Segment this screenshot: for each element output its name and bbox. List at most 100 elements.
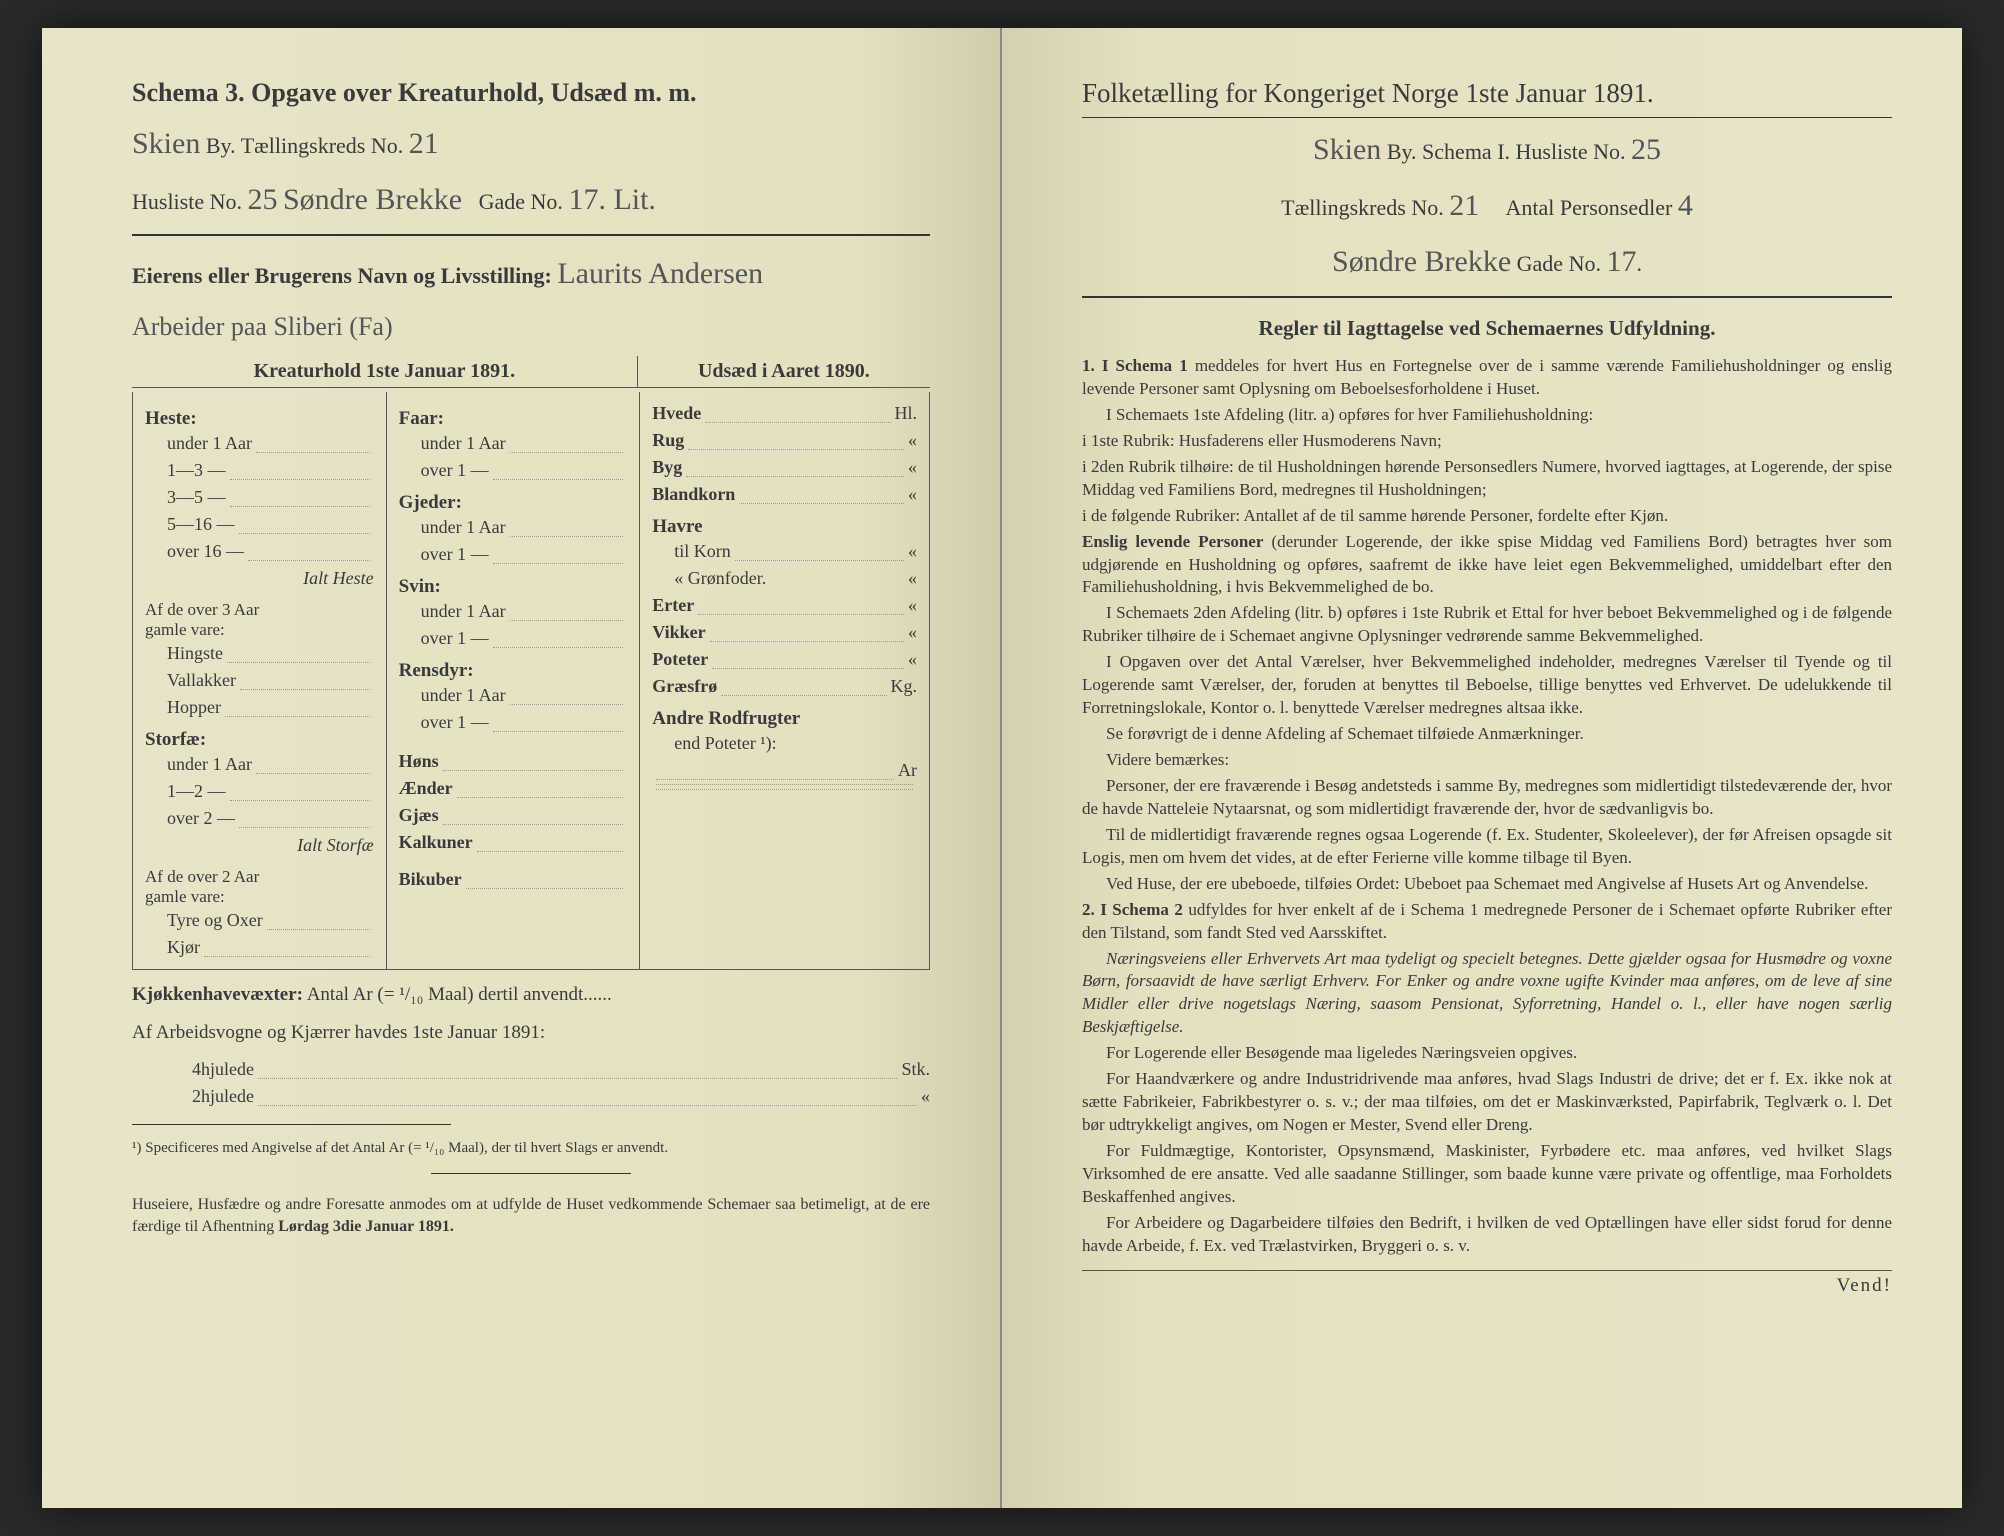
row: Gjæs bbox=[399, 802, 439, 829]
p: For Fuldmægtige, Kontorister, Opsynsmænd… bbox=[1082, 1140, 1892, 1209]
row: under 1 Aar bbox=[167, 430, 252, 457]
row: Erter bbox=[652, 592, 694, 619]
bottom-text: Huseiere, Husfædre og andre Foresatte an… bbox=[132, 1196, 930, 1235]
p: Til de midlertidigt fraværende regnes og… bbox=[1082, 824, 1892, 870]
gamle-vare2: gamle vare: bbox=[145, 887, 374, 907]
row: Byg bbox=[652, 454, 682, 481]
row: Kjør bbox=[167, 934, 200, 961]
kreds-no-r: 21 bbox=[1449, 189, 1479, 222]
row: Tyre og Oxer bbox=[167, 907, 263, 934]
col-heste: Heste: under 1 Aar 1—3 — 3—5 — 5—16 — ov… bbox=[133, 392, 387, 969]
by-line-r: Skien By. Schema I. Husliste No. 25 bbox=[1082, 126, 1892, 174]
gade-line-r: Søndre Brekke Gade No. 17. bbox=[1082, 238, 1892, 286]
unit: Kg. bbox=[891, 673, 918, 700]
main-title: Folketælling for Kongeriget Norge 1ste J… bbox=[1082, 78, 1892, 109]
row: over 2 — bbox=[167, 805, 235, 832]
by-cursive-r: Skien bbox=[1313, 133, 1381, 166]
row: 1—3 — bbox=[167, 457, 226, 484]
row: 3—5 — bbox=[167, 484, 226, 511]
row: Høns bbox=[399, 748, 439, 775]
arbeidsvogne-line: Af Arbeidsvogne og Kjærrer havdes 1ste J… bbox=[132, 1018, 930, 1048]
row: Hopper bbox=[167, 694, 221, 721]
row: Ænder bbox=[399, 775, 453, 802]
row: Blandkorn bbox=[652, 481, 735, 508]
kreds-line-r: Tællingskreds No. 21 Antal Personsedler … bbox=[1082, 182, 1892, 230]
husliste-cursive: Søndre Brekke bbox=[283, 183, 462, 216]
rules-title: Regler til Iagttagelse ved Schemaernes U… bbox=[1082, 316, 1892, 341]
unit: Ar bbox=[898, 757, 917, 784]
by-cursive: Skien bbox=[132, 127, 200, 160]
footnote: ¹) Specificeres med Angivelse af det Ant… bbox=[132, 1139, 930, 1159]
antal-label: Antal Personsedler bbox=[1506, 195, 1673, 220]
row: Bikuber bbox=[399, 866, 462, 893]
row: til Korn bbox=[674, 538, 731, 565]
row: Vallakker bbox=[167, 667, 236, 694]
rule bbox=[132, 234, 930, 236]
row: under 1 Aar bbox=[421, 430, 506, 457]
husliste-no-r: 25 bbox=[1631, 133, 1661, 166]
kreatur-header: Kreaturhold 1ste Januar 1891. bbox=[132, 356, 638, 387]
hjul2: 2hjulede bbox=[192, 1083, 254, 1110]
bottom-date: Lørdag 3die Januar 1891. bbox=[278, 1218, 454, 1235]
kreds-no: 21 bbox=[409, 127, 439, 160]
by-line: Skien By. Tællingskreds No. 21 bbox=[132, 120, 930, 168]
bottom-note: Huseiere, Husfædre og andre Foresatte an… bbox=[132, 1194, 930, 1239]
eier-line2: Arbeider paa Sliberi (Fa) bbox=[132, 306, 930, 348]
schema-title: Schema 3. Opgave over Kreaturhold, Udsæd… bbox=[132, 78, 930, 108]
husliste-label: Husliste No. bbox=[132, 189, 242, 214]
row: under 1 Aar bbox=[421, 514, 506, 541]
af-over2: Af de over 2 Aar bbox=[145, 867, 374, 887]
p: Enslig levende Personer bbox=[1082, 532, 1263, 551]
kjokken-line: Kjøkkenhavevæxter: Antal Ar (= ¹/₁₀ Maal… bbox=[132, 980, 930, 1010]
husliste-line: Husliste No. 25 Søndre Brekke Gade No. 1… bbox=[132, 176, 930, 224]
row: over 1 — bbox=[421, 457, 489, 484]
svin-label: Svin: bbox=[399, 576, 628, 598]
row: « Grønfoder. bbox=[674, 565, 766, 592]
row: over 1 — bbox=[421, 625, 489, 652]
main-table: Heste: under 1 Aar 1—3 — 3—5 — 5—16 — ov… bbox=[132, 392, 930, 970]
af-over3: Af de over 3 Aar bbox=[145, 600, 374, 620]
row: 5—16 — bbox=[167, 511, 235, 538]
table-headers: Kreaturhold 1ste Januar 1891. Udsæd i Aa… bbox=[132, 356, 930, 388]
row: Hingste bbox=[167, 640, 223, 667]
p: i de følgende Rubriker: Antallet af de t… bbox=[1082, 505, 1892, 528]
unit: Hl. bbox=[895, 400, 918, 427]
left-page: Schema 3. Opgave over Kreaturhold, Udsæd… bbox=[42, 28, 1002, 1508]
stk: Stk. bbox=[901, 1056, 930, 1083]
p: meddeles for hvert Hus en Fortegnelse ov… bbox=[1082, 356, 1892, 398]
gade-label: Gade No. bbox=[479, 189, 563, 214]
eier-line: Eierens eller Brugerens Navn og Livsstil… bbox=[132, 250, 930, 298]
p: 2. I Schema 2 bbox=[1082, 900, 1183, 919]
gade-no: 17. Lit. bbox=[568, 183, 656, 216]
heste-label: Heste: bbox=[145, 408, 374, 430]
row: Græsfrø bbox=[652, 673, 717, 700]
rules-body: 1. I Schema 1 meddeles for hvert Hus en … bbox=[1082, 355, 1892, 1258]
storfae-label: Storfæ: bbox=[145, 729, 374, 751]
gade-label-r: Gade No. bbox=[1517, 251, 1601, 276]
p: Ved Huse, der ere ubeboede, tilføies Ord… bbox=[1082, 873, 1892, 896]
p: udfyldes for hver enkelt af de i Schema … bbox=[1082, 900, 1892, 942]
rensdyr-label: Rensdyr: bbox=[399, 660, 628, 682]
right-page: Folketælling for Kongeriget Norge 1ste J… bbox=[1002, 28, 1962, 1508]
p: For Logerende eller Besøgende maa ligele… bbox=[1082, 1042, 1892, 1065]
row: Vikker bbox=[652, 619, 705, 646]
p: I Opgaven over det Antal Værelser, hver … bbox=[1082, 651, 1892, 720]
arbeidsvogne-text: Af Arbeidsvogne og Kjærrer havdes 1ste J… bbox=[132, 1022, 545, 1043]
row: over 1 — bbox=[421, 541, 489, 568]
row: under 1 Aar bbox=[421, 682, 506, 709]
p: For Arbeidere og Dagarbeidere tilføies d… bbox=[1082, 1212, 1892, 1258]
ialt-heste: Ialt Heste bbox=[303, 565, 373, 592]
row: under 1 Aar bbox=[421, 598, 506, 625]
col-faar: Faar: under 1 Aar over 1 — Gjeder: under… bbox=[387, 392, 641, 969]
andre-rod-label: Andre Rodfrugter bbox=[652, 708, 917, 730]
p: Se forøvrigt de i denne Afdeling af Sche… bbox=[1082, 723, 1892, 746]
col-udsaed: HvedeHl. Rug« Byg« Blandkorn« Havre til … bbox=[640, 392, 929, 969]
kjokken-label: Kjøkkenhavevæxter: bbox=[132, 984, 303, 1005]
eier-name: Laurits Andersen bbox=[557, 257, 763, 290]
p: I Schemaets 1ste Afdeling (litr. a) opfø… bbox=[1082, 404, 1892, 427]
book-spread: Schema 3. Opgave over Kreaturhold, Udsæd… bbox=[42, 28, 1962, 1508]
eier-label: Eierens eller Brugerens Navn og Livsstil… bbox=[132, 263, 552, 288]
husliste-no: 25 bbox=[248, 183, 278, 216]
p: I Schemaets 2den Afdeling (litr. b) opfø… bbox=[1082, 602, 1892, 648]
p: i 1ste Rubrik: Husfaderens eller Husmode… bbox=[1082, 430, 1892, 453]
